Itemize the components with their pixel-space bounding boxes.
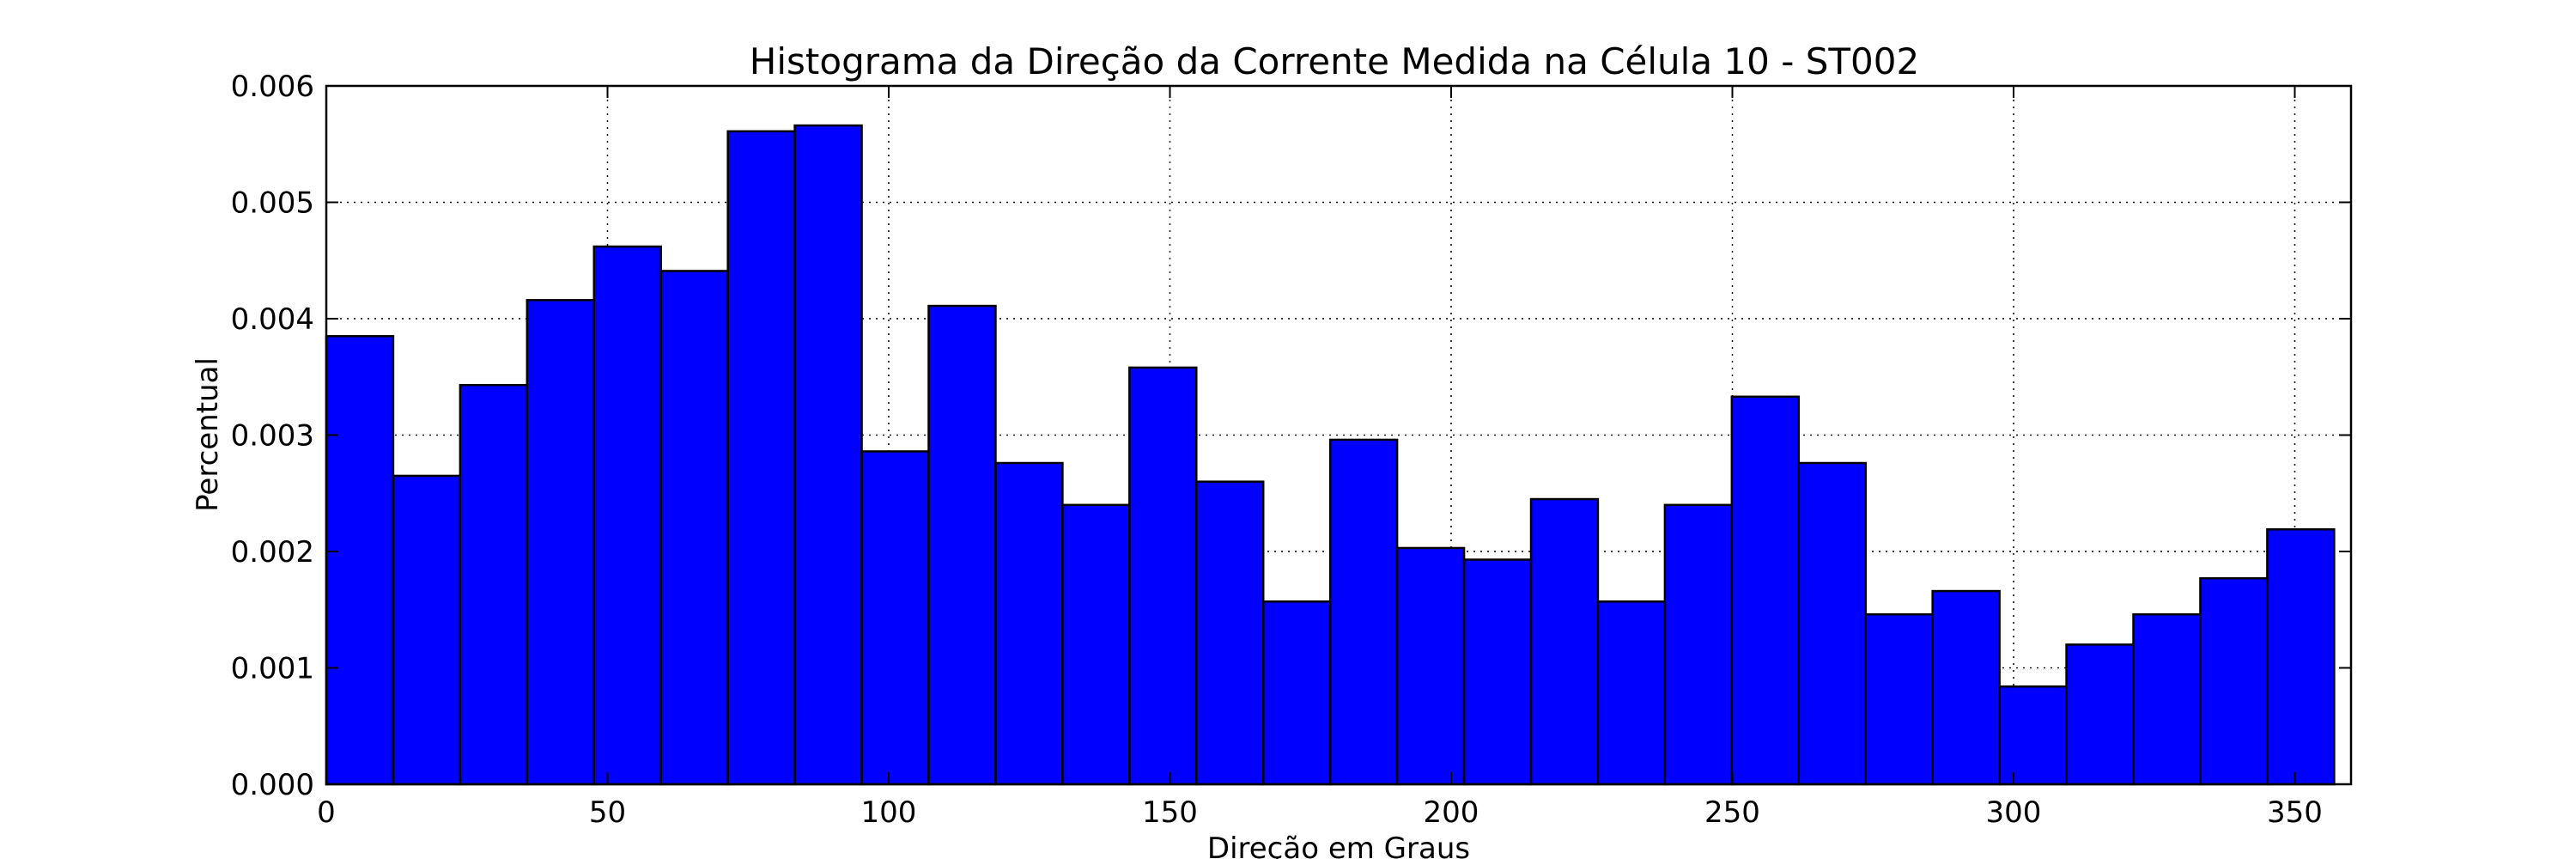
histogram-bar — [659, 270, 729, 786]
histogram-bar — [793, 124, 863, 786]
x-tick-label: 0 — [317, 795, 336, 830]
histogram-bar — [927, 304, 997, 786]
histogram-bar — [2266, 528, 2336, 786]
ticks — [325, 85, 2351, 785]
histogram-bar — [526, 299, 596, 786]
x-tick-label: 300 — [1986, 795, 2042, 830]
x-tick-label: 50 — [589, 795, 626, 830]
y-tick-label: 0.002 — [231, 535, 314, 570]
histogram-bar — [1061, 503, 1131, 786]
histogram-bar — [1663, 503, 1734, 786]
x-tick-label: 200 — [1424, 795, 1479, 830]
histogram-bar — [1261, 600, 1332, 786]
histogram-bar — [1596, 600, 1667, 786]
histogram-bar — [860, 450, 930, 786]
y-tick-label: 0.004 — [231, 302, 314, 337]
histogram-bar — [1529, 497, 1600, 786]
x-axis-label: Direção em Graus — [1207, 832, 1470, 859]
y-tick-label: 0.005 — [231, 186, 314, 221]
histogram-bar — [1195, 480, 1265, 786]
histogram-bar — [2132, 612, 2202, 786]
histogram-bar — [994, 461, 1064, 786]
x-tick-label: 350 — [2267, 795, 2323, 830]
histogram-bar — [392, 474, 462, 786]
histogram-bar — [1730, 395, 1801, 786]
y-tick-label: 0.003 — [231, 419, 314, 454]
histogram-bar — [1931, 589, 2001, 786]
y-tick-label: 0.000 — [231, 768, 314, 802]
x-tick-label: 100 — [861, 795, 917, 830]
histogram-bar — [592, 245, 662, 786]
y-axis-label: Percentual — [191, 357, 225, 512]
histogram-bar — [1395, 546, 1466, 786]
histogram-bar — [325, 335, 395, 786]
x-tick-labels: 0 50 100 150 200 250 300 350 — [317, 795, 2323, 830]
histogram-bar — [2199, 576, 2269, 786]
histogram-bar — [459, 383, 529, 786]
y-tick-label: 0.001 — [231, 652, 314, 686]
y-tick-label: 0.006 — [231, 70, 314, 104]
histogram-bar — [1462, 558, 1533, 786]
histogram-bar — [1128, 366, 1198, 786]
histogram-bar — [726, 130, 796, 786]
y-tick-labels: 0.000 0.001 0.002 0.003 0.004 0.005 0.006 — [231, 70, 314, 802]
histogram-bar — [1797, 461, 1867, 786]
x-tick-label: 250 — [1704, 795, 1760, 830]
histogram-bar — [1864, 612, 1934, 786]
bars — [325, 124, 2336, 786]
histogram-bar — [1998, 685, 2068, 786]
x-tick-label: 150 — [1142, 795, 1198, 830]
histogram-bar — [1328, 438, 1399, 786]
histogram-bar — [2065, 643, 2135, 786]
chart-title: Histograma da Direção da Corrente Medida… — [750, 40, 1919, 82]
